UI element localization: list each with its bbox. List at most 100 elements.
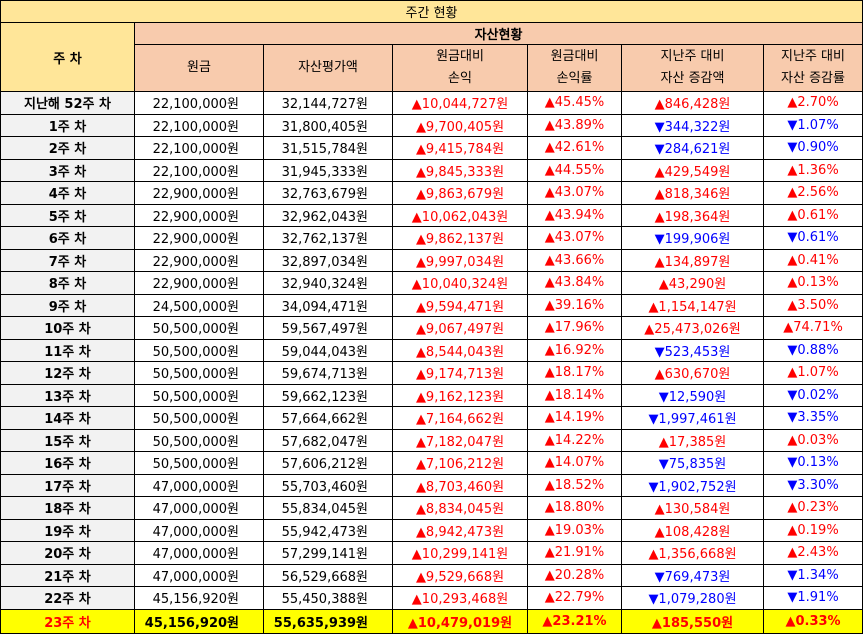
table-row: 19주 차 47,000,000원 55,942,473원 ▲8,942,473원 ▲1… — [0, 518, 864, 542]
table-row: 18주 차 47,000,000원 55,834,045원 ▲8,834,045원 ▲1… — [0, 496, 864, 520]
profit-loss-cell: ▲10,299,141원 — [392, 541, 528, 565]
asset-value-cell: 56,529,668원 — [263, 563, 393, 587]
weekly-change-rate-cell: ▲0.33% — [762, 608, 864, 634]
profit-loss-cell: ▲10,040,324원 — [392, 271, 528, 295]
profit-loss-cell: ▲9,862,137원 — [392, 226, 528, 250]
principal-cell: 22,900,000원 — [134, 226, 264, 250]
weekly-change-cell: ▼1,997,461원 — [621, 406, 764, 430]
asset-value-cell: 55,834,045원 — [263, 496, 393, 520]
weekly-change-rate-cell: ▲3.50% — [762, 293, 864, 317]
weekly-change-rate-cell: ▲0.03% — [762, 428, 864, 452]
week-cell: 15주 차 — [0, 428, 135, 452]
table-body: 지난해 52주 차 22,100,000원 32,144,727원 ▲10,044,7… — [0, 91, 864, 634]
principal-cell: 22,900,000원 — [134, 203, 264, 227]
principal-cell: 22,900,000원 — [134, 181, 264, 205]
weekly-change-rate-cell: ▼0.61% — [762, 226, 864, 250]
table-row: 4주 차 22,900,000원 32,763,679원 ▲9,863,679원 ▲43… — [0, 181, 864, 205]
table-row: 15주 차 50,500,000원 57,682,047원 ▲7,182,047원 ▲1… — [0, 428, 864, 452]
profit-loss-rate-cell: ▲14.07% — [527, 451, 622, 475]
week-cell: 23주 차 — [0, 608, 135, 634]
principal-cell: 50,500,000원 — [134, 428, 264, 452]
asset-value-cell: 57,682,047원 — [263, 428, 393, 452]
profit-loss-rate-cell: ▲18.17% — [527, 361, 622, 385]
asset-value-cell: 57,299,141원 — [263, 541, 393, 565]
principal-cell: 22,900,000원 — [134, 248, 264, 272]
profit-loss-cell: ▲7,106,212원 — [392, 451, 528, 475]
week-cell: 19주 차 — [0, 518, 135, 542]
profit-loss-rate-cell: ▲14.19% — [527, 406, 622, 430]
weekly-change-rate-cell: ▲0.61% — [762, 203, 864, 227]
profit-loss-cell: ▲10,062,043원 — [392, 203, 528, 227]
week-cell: 6주 차 — [0, 226, 135, 250]
profit-loss-rate-cell: ▲19.03% — [527, 518, 622, 542]
column-header-profit-loss-rate: 원금대비 손익률 — [527, 44, 622, 92]
week-cell: 1주 차 — [0, 113, 135, 137]
principal-cell: 47,000,000원 — [134, 496, 264, 520]
weekly-change-cell: ▲630,670원 — [621, 361, 764, 385]
profit-loss-cell: ▲9,415,784원 — [392, 136, 528, 160]
weekly-change-cell: ▲43,290원 — [621, 271, 764, 295]
profit-loss-rate-cell: ▲44.55% — [527, 158, 622, 182]
week-cell: 8주 차 — [0, 271, 135, 295]
principal-cell: 22,100,000원 — [134, 136, 264, 160]
principal-cell: 47,000,000원 — [134, 473, 264, 497]
column-header-line2: 손익 — [448, 71, 472, 86]
table-row: 6주 차 22,900,000원 32,762,137원 ▲9,862,137원 ▲43… — [0, 226, 864, 250]
asset-value-cell: 55,450,388원 — [263, 586, 393, 610]
week-cell: 12주 차 — [0, 361, 135, 385]
weekly-change-cell: ▼523,453원 — [621, 338, 764, 362]
asset-value-cell: 59,662,123원 — [263, 383, 393, 407]
weekly-change-rate-cell: ▲0.13% — [762, 271, 864, 295]
principal-cell: 22,100,000원 — [134, 91, 264, 115]
principal-cell: 45,156,920원 — [134, 608, 264, 634]
profit-loss-rate-cell: ▲21.91% — [527, 541, 622, 565]
profit-loss-rate-cell: ▲43.84% — [527, 271, 622, 295]
profit-loss-cell: ▲9,997,034원 — [392, 248, 528, 272]
week-cell: 4주 차 — [0, 181, 135, 205]
asset-value-cell: 32,763,679원 — [263, 181, 393, 205]
week-column-header: 주 차 — [0, 22, 135, 92]
table-row: 21주 차 47,000,000원 56,529,668원 ▲9,529,668원 ▲2… — [0, 563, 864, 587]
table-row-current-week: 23주 차 45,156,920원 55,635,939원 ▲10,479,019원 ▲… — [0, 608, 864, 634]
asset-value-cell: 32,897,034원 — [263, 248, 393, 272]
profit-loss-cell: ▲8,834,045원 — [392, 496, 528, 520]
weekly-change-rate-cell: ▲0.19% — [762, 518, 864, 542]
profit-loss-cell: ▲9,594,471원 — [392, 293, 528, 317]
week-cell: 7주 차 — [0, 248, 135, 272]
weekly-change-rate-cell: ▲0.23% — [762, 496, 864, 520]
principal-cell: 50,500,000원 — [134, 383, 264, 407]
profit-loss-cell: ▲8,942,473원 — [392, 518, 528, 542]
table-row: 9주 차 24,500,000원 34,094,471원 ▲9,594,471원 ▲39… — [0, 293, 864, 317]
profit-loss-rate-cell: ▲18.52% — [527, 473, 622, 497]
profit-loss-cell: ▲7,182,047원 — [392, 428, 528, 452]
weekly-change-rate-cell: ▼0.13% — [762, 451, 864, 475]
table-row: 17주 차 47,000,000원 55,703,460원 ▲8,703,460원 ▲1… — [0, 473, 864, 497]
weekly-change-cell: ▲846,428원 — [621, 91, 764, 115]
profit-loss-rate-cell: ▲22.79% — [527, 586, 622, 610]
profit-loss-cell: ▲10,044,727원 — [392, 91, 528, 115]
weekly-change-cell: ▲25,473,026원 — [621, 316, 764, 340]
weekly-change-cell: ▼75,835원 — [621, 451, 764, 475]
table-row: 7주 차 22,900,000원 32,897,034원 ▲9,997,034원 ▲43… — [0, 248, 864, 272]
table-row: 14주 차 50,500,000원 57,664,662원 ▲7,164,662원 ▲1… — [0, 406, 864, 430]
principal-cell: 50,500,000원 — [134, 451, 264, 475]
profit-loss-rate-cell: ▲43.94% — [527, 203, 622, 227]
weekly-change-rate-cell: ▼3.30% — [762, 473, 864, 497]
profit-loss-cell: ▲9,174,713원 — [392, 361, 528, 385]
asset-status-group-header: 자산현황 — [133, 22, 864, 45]
table-row: 5주 차 22,900,000원 32,962,043원 ▲10,062,043원 ▲4… — [0, 203, 864, 227]
column-header-line2: 손익률 — [556, 71, 593, 86]
week-cell: 10주 차 — [0, 316, 135, 340]
weekly-change-rate-cell: ▼1.91% — [762, 586, 864, 610]
week-cell: 14주 차 — [0, 406, 135, 430]
weekly-change-rate-cell: ▼1.07% — [762, 113, 864, 137]
column-header-profit-loss: 원금대비 손익 — [392, 44, 528, 92]
weekly-change-cell: ▲198,364원 — [621, 203, 764, 227]
profit-loss-rate-cell: ▲20.28% — [527, 563, 622, 587]
asset-value-cell: 59,567,497원 — [263, 316, 393, 340]
profit-loss-cell: ▲9,700,405원 — [392, 113, 528, 137]
weekly-change-rate-cell: ▼3.35% — [762, 406, 864, 430]
profit-loss-cell: ▲10,293,468원 — [392, 586, 528, 610]
weekly-change-rate-cell: ▼0.88% — [762, 338, 864, 362]
